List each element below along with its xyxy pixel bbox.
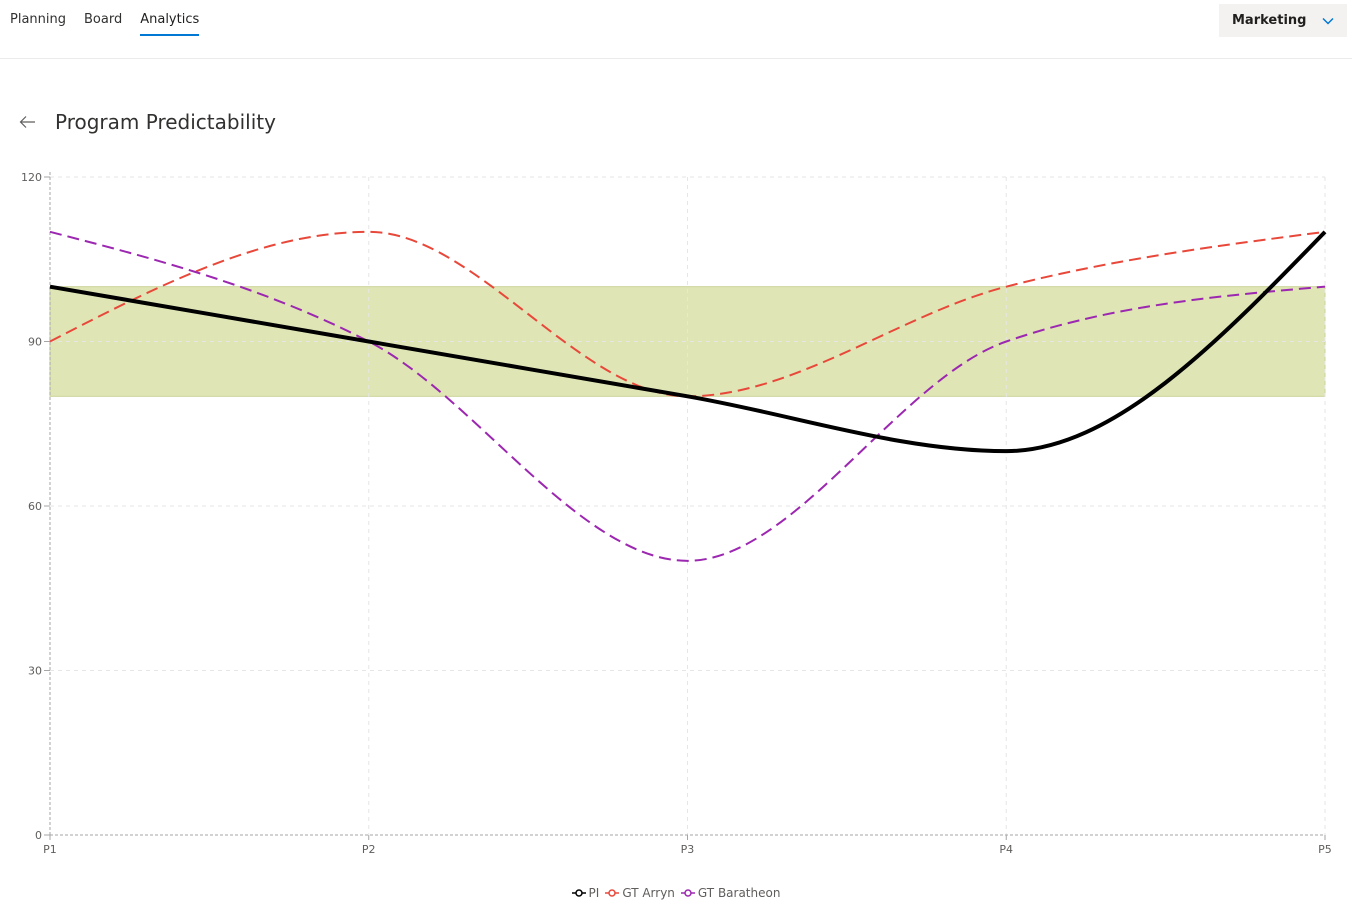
y-tick-label: 30 — [28, 665, 42, 678]
legend-label: PI — [588, 886, 600, 900]
team-dropdown-value: Marketing — [1232, 13, 1307, 28]
legend-label: GT Baratheon — [697, 886, 781, 900]
y-tick-label: 60 — [28, 500, 42, 513]
y-tick-label: 120 — [21, 171, 42, 184]
tab-analytics[interactable]: Analytics — [140, 0, 200, 36]
legend-item-gt-arryn[interactable]: GT Arryn — [605, 886, 675, 900]
series-line-gt-baratheon — [49, 230, 1326, 562]
legend-marker-icon — [680, 889, 695, 897]
chart-legend: PI GT Arryn GT Baratheon — [0, 886, 1352, 901]
x-tick-label: P4 — [999, 843, 1013, 856]
chevron-down-icon — [1322, 17, 1334, 25]
legend-label: GT Arryn — [622, 886, 675, 900]
legend-marker-icon — [571, 889, 586, 897]
legend-marker-icon — [605, 889, 620, 897]
page-header: Program Predictability — [18, 104, 276, 140]
x-tick-label: P2 — [362, 843, 376, 856]
tab-board[interactable]: Board — [84, 12, 123, 27]
back-arrow-icon[interactable] — [18, 112, 38, 132]
legend-item-gt-baratheon[interactable]: GT Baratheon — [680, 886, 781, 900]
predictability-chart: 0 30 60 90 120 P1 P2 P3 P4 P5 — [21, 171, 1332, 856]
legend-item-pi[interactable]: PI — [571, 886, 600, 900]
nav-tabs: Planning Board Analytics — [10, 0, 217, 40]
page-title: Program Predictability — [55, 110, 276, 134]
tab-planning[interactable]: Planning — [10, 12, 66, 27]
y-tick-label: 0 — [35, 829, 42, 842]
series-line-gt-arryn — [49, 230, 1326, 398]
x-tick-label: P5 — [1318, 843, 1332, 856]
y-tick-label: 90 — [28, 336, 42, 349]
x-tick-label: P1 — [43, 843, 57, 856]
x-tick-label: P3 — [681, 843, 695, 856]
team-dropdown[interactable]: Marketing — [1219, 4, 1347, 37]
top-bar: Planning Board Analytics Marketing — [0, 0, 1352, 59]
series-line-pi — [49, 230, 1327, 454]
